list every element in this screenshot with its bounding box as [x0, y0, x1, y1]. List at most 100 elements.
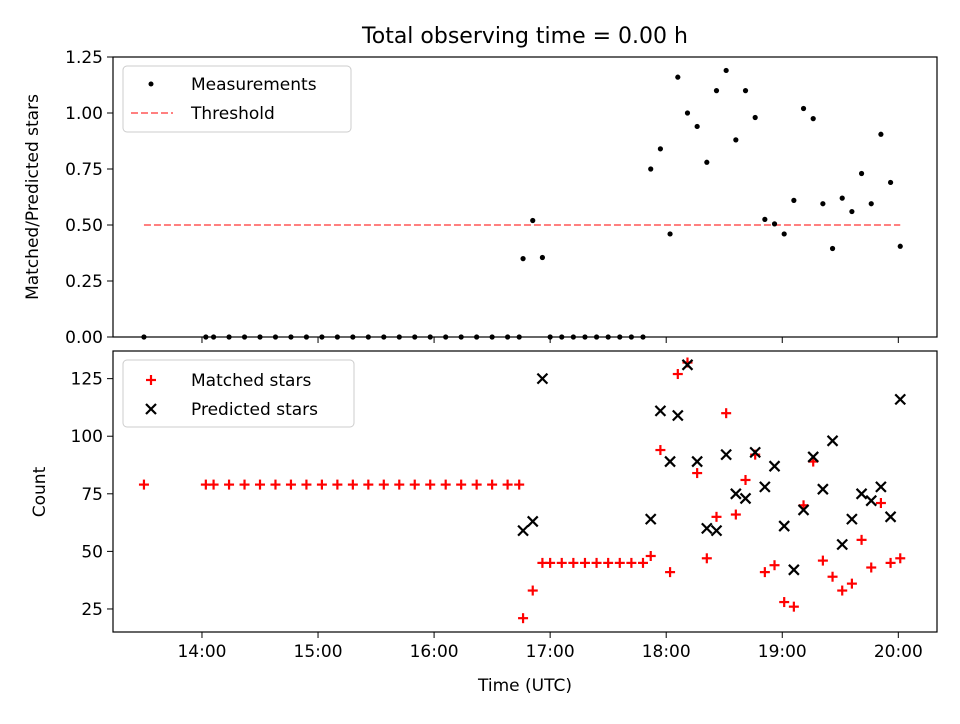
- matched-star-point: [672, 369, 683, 380]
- matched-star-point: [440, 479, 451, 490]
- count-y-axis-label: Count: [30, 466, 50, 517]
- matched-star-point: [866, 562, 877, 573]
- measurement-point: [771, 221, 778, 227]
- threshold-legend-label: Threshold: [190, 104, 275, 124]
- x-axis-label: Time (UTC): [477, 676, 572, 696]
- count-legend: Matched stars Predicted stars: [122, 359, 355, 428]
- chart-title: Total observing time = 0.00 h: [361, 24, 688, 49]
- count-y-tick-label: 125: [71, 370, 103, 390]
- measurement-point: [733, 137, 739, 143]
- x-tick-label: 16:00: [410, 642, 459, 662]
- matched-star-point: [255, 479, 266, 490]
- predicted-star-point: [855, 488, 868, 500]
- matched-star-point: [827, 571, 838, 582]
- measurement-point: [800, 105, 807, 112]
- measurement-point: [849, 208, 855, 215]
- predicted-star-point: [865, 494, 878, 507]
- predicted-star-point: [817, 483, 829, 495]
- matched-star-point: [138, 479, 149, 490]
- predicted-star-point: [710, 524, 723, 537]
- matched-star-point: [626, 557, 637, 568]
- matched-star-point: [665, 567, 676, 578]
- predicted-star-point: [691, 455, 703, 468]
- ratio-y-axis-label: Matched/Predicted stars: [23, 94, 43, 300]
- matched-star-point: [518, 613, 529, 624]
- measurement-point: [520, 256, 526, 262]
- matched-star-point: [637, 557, 648, 568]
- matched-star-point: [817, 555, 828, 566]
- ratio-legend: Measurements Threshold: [122, 65, 352, 133]
- predicted-star-point: [672, 409, 684, 422]
- matched-star-point: [270, 479, 281, 490]
- matched-star-point: [875, 498, 886, 509]
- matched-star-point: [759, 567, 770, 578]
- matched-star-point: [579, 557, 590, 568]
- predicted-star-point: [681, 359, 694, 371]
- matched-star-point: [711, 511, 722, 522]
- x-tick-label: 18:00: [642, 642, 691, 662]
- x-tick-label: 15:00: [294, 642, 343, 662]
- matched-star-point: [740, 474, 751, 485]
- matched-star-point: [471, 479, 482, 490]
- predicted-star-point: [894, 393, 907, 406]
- matched-star-point: [316, 479, 327, 490]
- measurement-point: [667, 231, 673, 237]
- matched-star-point: [487, 479, 498, 490]
- matched-star-point: [378, 479, 389, 490]
- measurement-point: [858, 170, 865, 177]
- ratio-plot-frame: [112, 56, 938, 338]
- matched-star-point: [603, 557, 614, 568]
- predicted-star-point: [759, 481, 771, 493]
- predicted-star-point: [701, 522, 713, 535]
- matched-star-point: [846, 578, 857, 589]
- matched-star-point: [856, 534, 867, 545]
- ratio-legend-box: [122, 65, 352, 133]
- matched-star-point: [769, 560, 780, 571]
- measurements-legend-marker: [148, 81, 154, 87]
- predicted-star-point: [826, 435, 839, 447]
- matched-star-point: [837, 585, 848, 596]
- measurement-point: [530, 217, 536, 224]
- matched-star-point: [363, 479, 374, 490]
- measurement-point: [742, 88, 749, 94]
- matched-star-point: [692, 468, 703, 479]
- measurement-point: [539, 254, 546, 261]
- measurement-point: [648, 166, 654, 172]
- measurement-point: [810, 116, 816, 122]
- measurements-legend-label: Measurements: [191, 75, 317, 95]
- count-y-tick-label: 50: [81, 542, 103, 562]
- predicted-star-point: [526, 515, 539, 528]
- predicted-star-point: [739, 492, 752, 505]
- measurement-point: [878, 131, 884, 137]
- matched-star-point: [224, 479, 235, 490]
- count-legend-box: [122, 359, 355, 428]
- matched-star-point: [514, 479, 525, 490]
- matched-star-point: [527, 585, 538, 596]
- predicted-star-point: [778, 520, 790, 532]
- matched-star-point: [394, 479, 405, 490]
- matched-star-point: [568, 557, 579, 568]
- predicted-legend-marker: [145, 403, 157, 415]
- predicted-star-point: [644, 513, 657, 525]
- matched-star-point: [730, 509, 741, 520]
- ratio-y-tick-label: 1.00: [65, 104, 103, 124]
- matched-star-point: [301, 479, 312, 490]
- matched-star-point: [895, 553, 906, 564]
- ratio-y-tick-label: 0.75: [65, 160, 103, 180]
- matched-star-point: [425, 479, 436, 490]
- predicted-star-point: [875, 481, 887, 493]
- measurement-point: [713, 88, 720, 94]
- ratio-y-tick-label: 0.50: [65, 216, 103, 236]
- matched-star-point: [545, 557, 556, 568]
- measurement-point: [887, 179, 894, 186]
- predicted-star-point: [664, 455, 676, 468]
- predicted-star-point: [730, 488, 742, 500]
- predicted-star-point: [517, 524, 529, 537]
- predicted-star-point: [768, 460, 781, 472]
- predicted-star-point: [807, 451, 819, 463]
- count-y-tick-label: 100: [71, 427, 103, 447]
- matched-star-point: [614, 557, 625, 568]
- predicted-star-point: [749, 446, 761, 459]
- matched-star-point: [885, 557, 896, 568]
